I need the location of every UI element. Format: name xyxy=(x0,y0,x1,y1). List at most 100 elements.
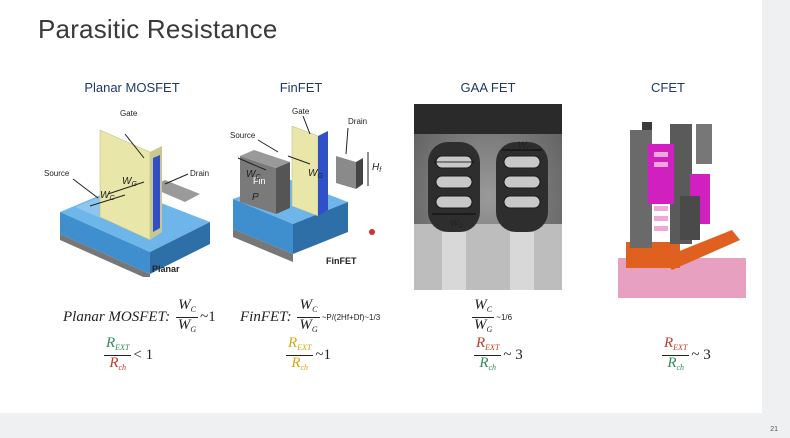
finfet-gate-label: Gate xyxy=(292,107,310,116)
finfet-formula-den-text: W xyxy=(299,317,312,333)
planar-wg-arrow xyxy=(107,181,145,195)
gaa-formula-fraction: WC WG xyxy=(472,297,495,337)
finfet-wg-arrow xyxy=(287,155,311,165)
planar-source-pointer xyxy=(72,178,99,199)
cfet-top-cap xyxy=(696,124,712,164)
cfet-ratio-num-sub: EXT xyxy=(673,343,688,352)
gaa-fet-tem-image: WC WG xyxy=(414,104,562,290)
planar-ratio-numerator: REXT xyxy=(104,335,132,356)
finfet-formula-den-sub: G xyxy=(311,325,318,334)
gaa-formula-numerator: WC xyxy=(472,297,495,318)
planar-wc-label: WC xyxy=(100,190,115,202)
gaa-wc-label: WC xyxy=(518,140,532,152)
planar-substrate-front xyxy=(60,212,150,274)
cfet-lower-block xyxy=(680,196,700,240)
finfet-ratio-denominator: Rch xyxy=(286,356,313,375)
planar-drain-pad xyxy=(150,180,200,202)
gaa-right-sheet-1 xyxy=(503,155,541,169)
finfet-gate-pointer xyxy=(302,115,311,135)
gaa-ratio-den-sub: ch xyxy=(488,363,497,372)
finfet-diagram: Gate Source Drain Fin WC WG P Hf FinFET xyxy=(230,107,382,266)
planar-ratio-num-text: R xyxy=(106,335,116,351)
column-title-cfet: CFET xyxy=(651,80,685,95)
planar-formula-num-sub: C xyxy=(190,305,196,314)
finfet-substrate-front xyxy=(233,199,293,254)
planar-mosfet-diagram: Gate Source Drain WG WC Planar xyxy=(44,109,210,277)
finfet-fin-top xyxy=(240,150,290,168)
slide: Parasitic Resistance Planar MOSFET FinFE… xyxy=(38,14,746,375)
finfet-formula-suffix: ~P/(2Hf+Df)~1/3 xyxy=(321,313,381,322)
planar-formula-suffix: ~1 xyxy=(200,308,216,325)
gaa-right-sheet-2 xyxy=(503,175,541,189)
gaa-ratio-suffix: ~ 3 xyxy=(503,346,523,363)
finfet-ratio-num-text: R xyxy=(288,335,298,351)
finfet-formula-numerator: WC xyxy=(297,297,320,318)
finfet-source-label: Source xyxy=(230,131,256,140)
planar-gate-label: Gate xyxy=(120,109,138,118)
gaa-ratio-num-sub: EXT xyxy=(485,343,500,352)
gaa-wg-label: WG xyxy=(450,218,464,230)
gaa-left-post xyxy=(442,232,466,290)
cfet-sheet-2 xyxy=(654,162,668,167)
planar-caption: Planar xyxy=(152,264,180,274)
gaa-ratio-denominator: Rch xyxy=(474,356,501,375)
gaa-top-dark-band xyxy=(414,104,562,134)
column-title-finfet: FinFET xyxy=(279,80,323,95)
finfet-drain-block xyxy=(336,156,356,189)
finfet-substrate-side xyxy=(293,202,348,254)
finfet-formula-fraction: WC WG xyxy=(297,297,320,337)
finfet-hf-label: Hf xyxy=(372,162,382,174)
page-number: 21 xyxy=(770,426,778,433)
planar-gate-oxide xyxy=(153,155,160,232)
finfet-formula: FinFET: WC WG ~P/(2Hf+Df)~1/3 xyxy=(240,298,380,337)
gaa-right-post xyxy=(510,232,534,290)
finfet-p-label: P xyxy=(252,192,259,203)
finfet-caption: FinFET xyxy=(326,256,357,266)
planar-ratio-denominator: Rch xyxy=(104,356,131,375)
cfet-ratio-numerator: REXT xyxy=(662,335,690,356)
finfet-drain-block-side xyxy=(356,158,363,189)
planar-ratio-suffix: < 1 xyxy=(133,346,154,363)
gaa-lower-light-band xyxy=(414,224,562,290)
finfet-ratio-den-text: R xyxy=(291,355,301,371)
cfet-sheet-3 xyxy=(654,206,668,211)
gaa-formula-den-sub: G xyxy=(486,325,493,334)
finfet-substrate-base xyxy=(233,229,293,262)
gaa-formula-num-sub: C xyxy=(486,305,493,314)
planar-formula-den-sub: G xyxy=(190,325,197,334)
planar-wc-arrow xyxy=(89,194,126,207)
finfet-formula-denominator: WG xyxy=(297,318,319,337)
gaa-formula-num-text: W xyxy=(474,297,487,313)
laser-pointer-dot xyxy=(369,229,375,235)
finfet-wc-arrow xyxy=(237,157,267,171)
planar-ratio-den-text: R xyxy=(109,355,119,371)
finfet-drain-pointer xyxy=(345,127,349,155)
gaa-formula-denominator: WG xyxy=(472,318,494,337)
cfet-ratio-denominator: Rch xyxy=(662,356,689,375)
finfet-drain-label: Drain xyxy=(348,117,367,126)
planar-formula-den-text: W xyxy=(177,317,191,333)
gaa-formula-suffix: ~1/6 xyxy=(496,313,513,322)
planar-drain-label: Drain xyxy=(190,169,209,178)
right-margin-strip xyxy=(762,0,790,438)
gaa-formula-den-text: W xyxy=(474,317,487,333)
planar-formula-numerator: WC xyxy=(175,297,199,318)
bottom-margin-strip xyxy=(0,413,790,438)
planar-ratio-den-sub: ch xyxy=(118,363,127,372)
cfet-left-pillar xyxy=(630,130,652,248)
finfet-gate-side xyxy=(318,131,328,216)
planar-formula-num-text: W xyxy=(178,297,191,313)
gaa-ratio-fraction: REXT Rch xyxy=(474,336,502,375)
finfet-formula-num-text: W xyxy=(299,297,313,313)
finfet-ratio-numerator: REXT xyxy=(286,335,314,356)
planar-ratio: REXT Rch < 1 xyxy=(102,336,153,375)
planar-gate-pointer xyxy=(124,133,145,159)
finfet-ratio: REXT Rch ~1 xyxy=(284,336,331,375)
finfet-ratio-num-sub: EXT xyxy=(297,343,312,352)
gaa-ratio: REXT Rch ~ 3 xyxy=(472,336,523,375)
cfet-ratio-num-text: R xyxy=(664,335,674,351)
finfet-ratio-suffix: ~1 xyxy=(315,346,332,363)
planar-formula: Planar MOSFET: WC WG ~1 xyxy=(63,298,216,337)
gaa-left-sheet-2 xyxy=(435,175,473,189)
finfet-fin-side xyxy=(276,162,290,214)
